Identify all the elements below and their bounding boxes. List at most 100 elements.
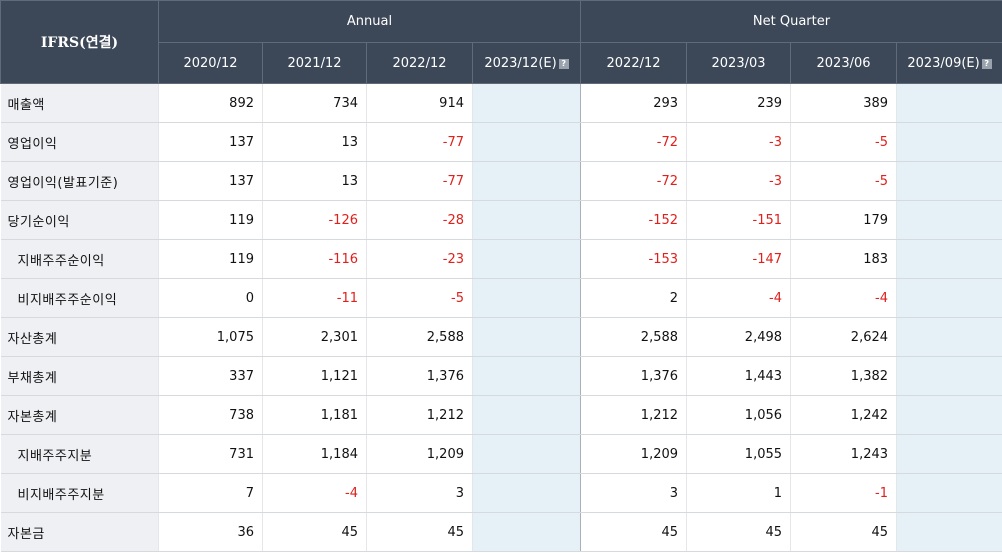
- table-cell: -23: [366, 239, 473, 279]
- table-cell: 914: [366, 83, 473, 123]
- column-header: 2023/12(E)?: [471, 42, 582, 84]
- table-cell: 45: [580, 512, 687, 552]
- corner-header: IFRS(연결): [0, 0, 159, 84]
- table-cell: 45: [366, 512, 473, 552]
- table-cell: 45: [262, 512, 367, 552]
- table-row: 부채총계 337 1,121 1,376 1,376 1,443 1,382: [0, 356, 1002, 396]
- column-header-label: 2023/12(E): [484, 55, 557, 71]
- table-cell: 7: [158, 473, 263, 513]
- table-cell: 1,184: [262, 434, 367, 474]
- table-cell: 179: [790, 200, 897, 240]
- column-header-row: 2020/12 2021/12 2022/12 2023/12(E)? 2022/12 2…: [1, 42, 1002, 84]
- table-cell: -72: [580, 122, 687, 162]
- table-cell: 137: [158, 122, 263, 162]
- table-cell: -153: [580, 239, 687, 279]
- table-cell: 119: [158, 239, 263, 279]
- table-cell: 293: [580, 83, 687, 123]
- table-cell: 2,301: [262, 317, 367, 357]
- table-cell: -11: [262, 278, 367, 318]
- group-header-annual: Annual: [157, 0, 582, 43]
- table-cell: 2,624: [790, 317, 897, 357]
- column-header: 2020/12: [158, 42, 263, 84]
- table-cell: -4: [262, 473, 367, 513]
- table-cell: [471, 122, 581, 162]
- row-label: 당기순이익: [0, 200, 159, 240]
- table-cell: [471, 239, 581, 279]
- row-label: 매출액: [0, 83, 159, 123]
- table-cell: [896, 200, 1002, 240]
- table-cell: 239: [686, 83, 791, 123]
- row-label: 영업이익: [0, 122, 159, 162]
- table-cell: -4: [790, 278, 897, 318]
- table-cell: 1,212: [580, 395, 687, 435]
- help-icon[interactable]: ?: [558, 58, 569, 69]
- table-cell: [896, 434, 1002, 474]
- table-cell: -151: [686, 200, 791, 240]
- table-cell: -152: [580, 200, 687, 240]
- table-cell: 119: [158, 200, 263, 240]
- row-label: 지배주주순이익: [0, 239, 159, 279]
- table-row: 비지배주주지분 7 -4 3 3 1 -1: [0, 473, 1002, 513]
- table-cell: 1,056: [686, 395, 791, 435]
- table-cell: [896, 83, 1002, 123]
- table-cell: 45: [686, 512, 791, 552]
- table-cell: -4: [686, 278, 791, 318]
- table-cell: 1,212: [366, 395, 473, 435]
- table-row: 자본금 36 45 45 45 45 45: [0, 512, 1002, 552]
- table-cell: -3: [686, 122, 791, 162]
- table-cell: 734: [262, 83, 367, 123]
- table-cell: 1,242: [790, 395, 897, 435]
- row-label: 영업이익(발표기준): [0, 161, 159, 201]
- table-cell: 0: [158, 278, 263, 318]
- column-header-label: 2021/12: [287, 55, 342, 71]
- help-icon[interactable]: ?: [981, 58, 992, 69]
- table-cell: [471, 83, 581, 123]
- column-header-label: 2023/06: [816, 55, 871, 71]
- table-cell: 2: [580, 278, 687, 318]
- column-header: 2023/03: [686, 42, 792, 84]
- table-cell: [896, 317, 1002, 357]
- table-cell: [471, 161, 581, 201]
- table-cell: -5: [790, 122, 897, 162]
- table-cell: 3: [580, 473, 687, 513]
- table-cell: 337: [158, 356, 263, 396]
- column-header: 2023/06: [790, 42, 898, 84]
- column-header-label: 2022/12: [392, 55, 447, 71]
- table-cell: [471, 317, 581, 357]
- table-cell: [471, 356, 581, 396]
- group-header-net-quarter: Net Quarter: [580, 0, 1002, 43]
- table-cell: -28: [366, 200, 473, 240]
- table-row: 자산총계 1,075 2,301 2,588 2,588 2,498 2,624: [0, 317, 1002, 357]
- table-cell: -72: [580, 161, 687, 201]
- table-cell: 1,121: [262, 356, 367, 396]
- table-cell: 1: [686, 473, 791, 513]
- column-header: 2021/12: [262, 42, 367, 84]
- table-cell: 137: [158, 161, 263, 201]
- table-cell: [896, 161, 1002, 201]
- table-row: 자본총계 738 1,181 1,212 1,212 1,056 1,242: [0, 395, 1002, 435]
- table-cell: -3: [686, 161, 791, 201]
- row-label: 지배주주지분: [0, 434, 159, 474]
- column-header: 2022/12: [366, 42, 473, 84]
- table-cell: -5: [366, 278, 473, 318]
- table-cell: 389: [790, 83, 897, 123]
- table-cell: 1,376: [580, 356, 687, 396]
- table-cell: [471, 434, 581, 474]
- table-cell: 1,376: [366, 356, 473, 396]
- row-label: 부채총계: [0, 356, 159, 396]
- table-cell: 2,588: [580, 317, 687, 357]
- table-row: 당기순이익 119 -126 -28 -152 -151 179: [0, 200, 1002, 240]
- table-cell: -1: [790, 473, 897, 513]
- table-cell: 1,055: [686, 434, 791, 474]
- table-cell: [896, 239, 1002, 279]
- table-cell: [471, 200, 581, 240]
- column-header-label: 2022/12: [606, 55, 661, 71]
- table-cell: -77: [366, 122, 473, 162]
- table-cell: 1,243: [790, 434, 897, 474]
- table-cell: [896, 278, 1002, 318]
- table-cell: 1,382: [790, 356, 897, 396]
- table-row: 지배주주지분 731 1,184 1,209 1,209 1,055 1,243: [0, 434, 1002, 474]
- table-cell: [471, 512, 581, 552]
- table-cell: 1,209: [580, 434, 687, 474]
- row-label: 자본총계: [0, 395, 159, 435]
